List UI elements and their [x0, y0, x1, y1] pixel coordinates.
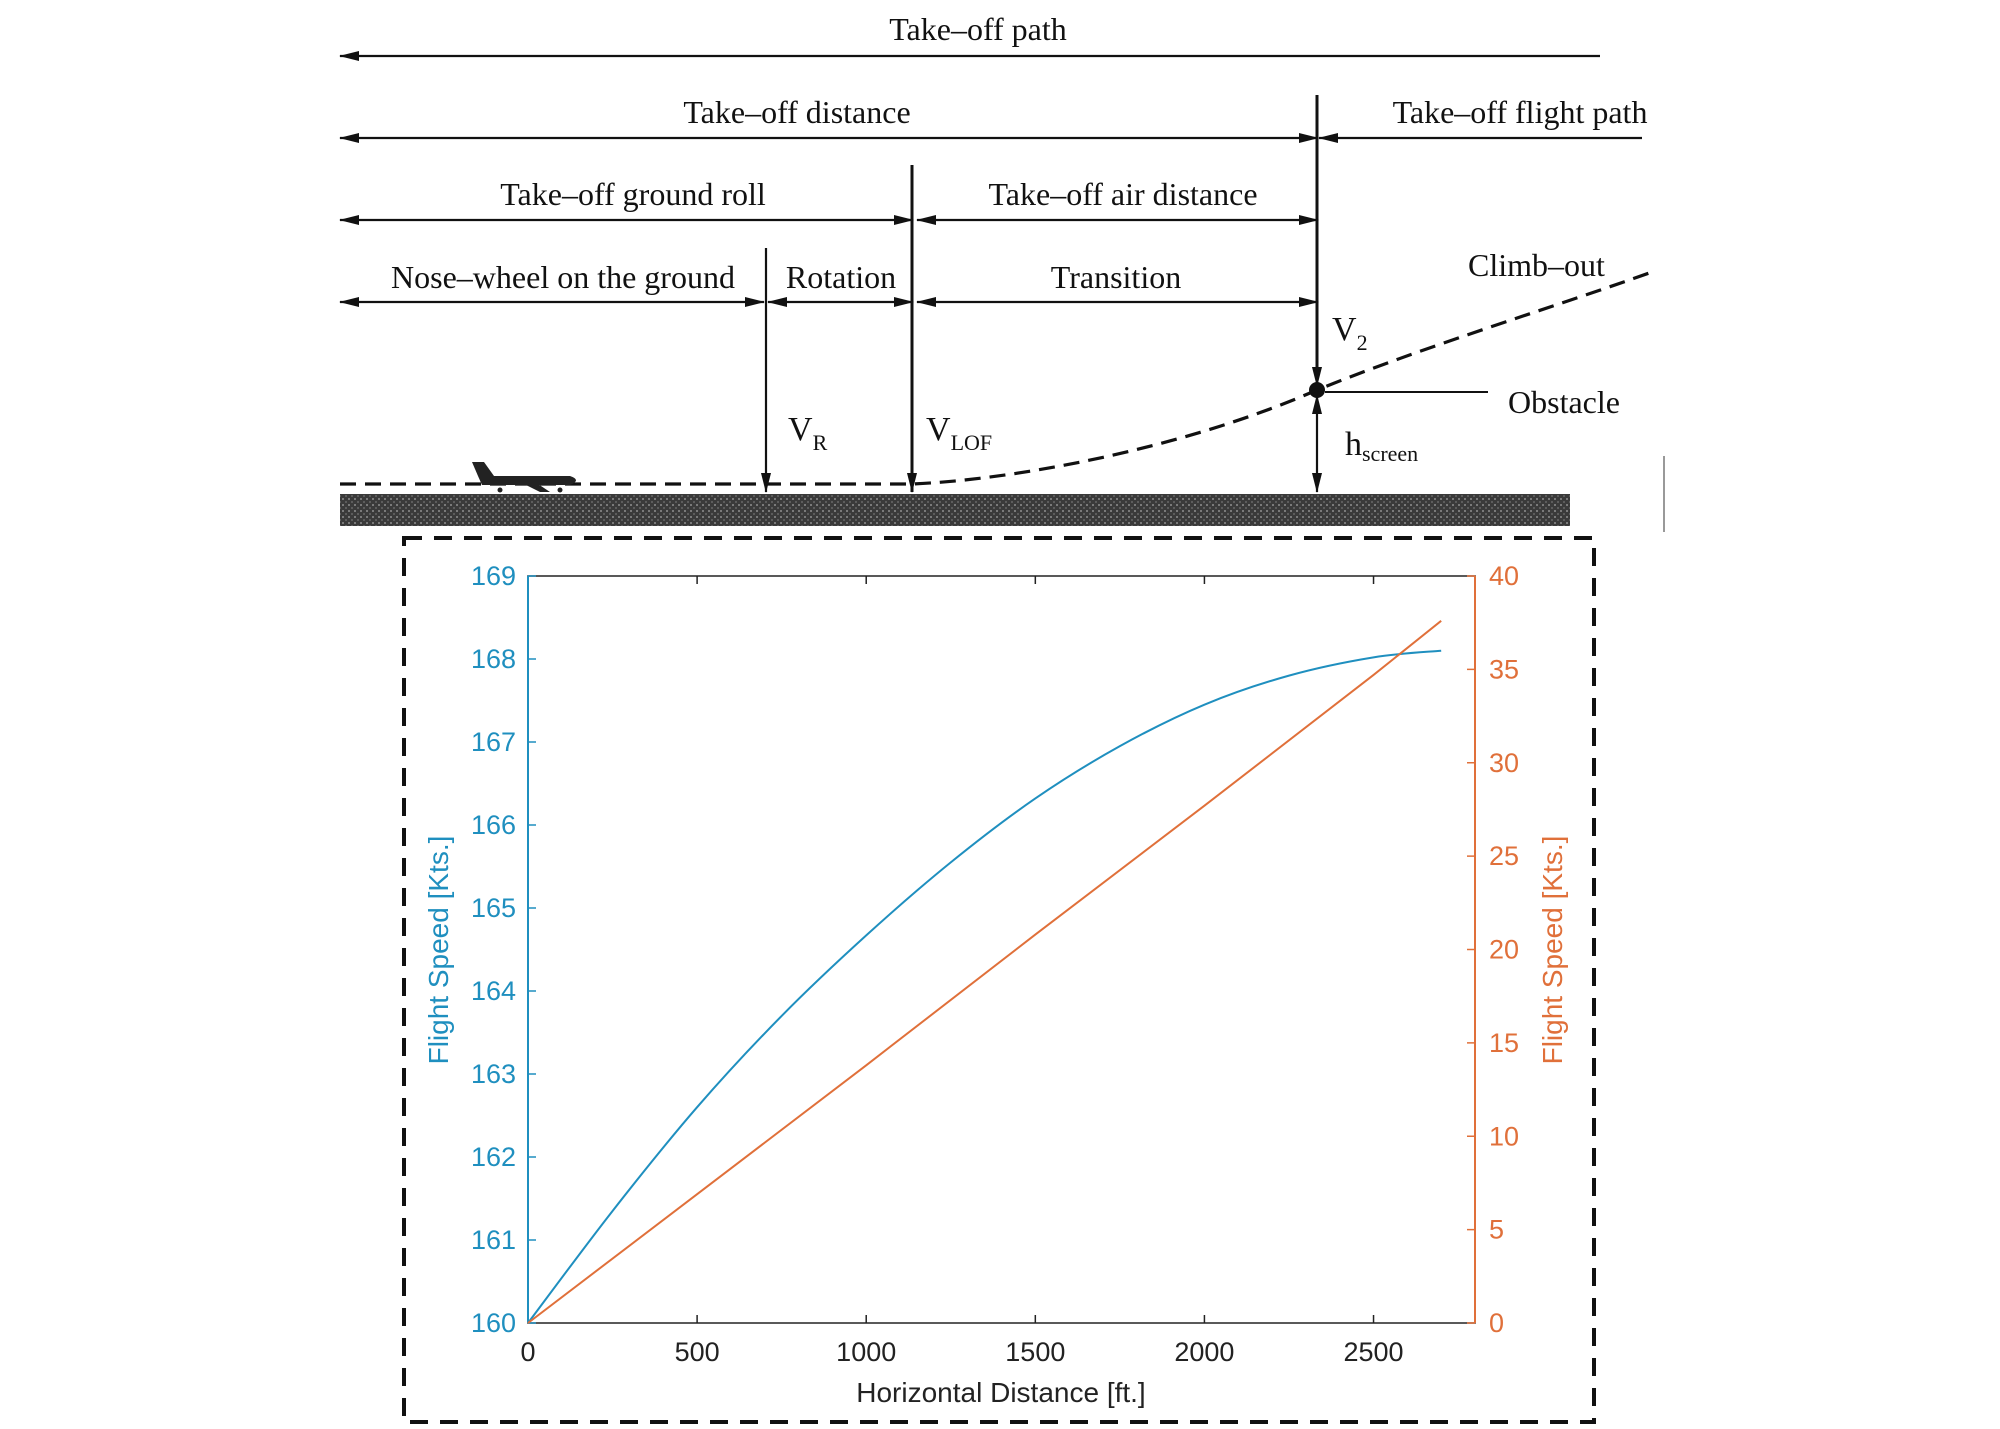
- ground-roll-label: Take–off ground roll: [500, 176, 766, 212]
- x-tick-label: 1000: [836, 1337, 896, 1367]
- nose-wheel-label: Nose–wheel on the ground: [391, 259, 735, 295]
- flight-speed-chart: 0 500 1000 1500 2000 2500 1601611621631641651…: [423, 561, 1568, 1408]
- y-right-tick-label: 10: [1489, 1121, 1519, 1151]
- x-axis-label: Horizontal Distance [ft.]: [856, 1377, 1145, 1408]
- y-axis-left: 160 161 162 163 164 165 166 167 168 169: [471, 561, 536, 1338]
- y-left-tick-label: 160: [471, 1308, 516, 1338]
- y-right-tick-label: 20: [1489, 935, 1519, 965]
- y-left-tick-label: 163: [471, 1059, 516, 1089]
- climb-out-label: Climb–out: [1468, 247, 1605, 283]
- takeoff-schematic: Take–off path Take–off distance Take–off…: [339, 11, 1665, 532]
- y-left-tick-label: 165: [471, 893, 516, 923]
- y-axis-right-label: Flight Speed [Kts.]: [1537, 836, 1568, 1065]
- y-right-tick-label: 0: [1489, 1308, 1504, 1338]
- chart-dashed-frame: [402, 536, 1596, 1424]
- x-tick-label: 2000: [1174, 1337, 1234, 1367]
- v2-label: V2: [1332, 311, 1368, 355]
- takeoff-flight-path-label: Take–off flight path: [1393, 94, 1648, 130]
- takeoff-distance-label: Take–off distance: [683, 94, 910, 130]
- y-left-tick-label: 161: [471, 1225, 516, 1255]
- air-distance-label: Take–off air distance: [988, 176, 1257, 212]
- y-left-tick-label: 162: [471, 1142, 516, 1172]
- series-line-left: [527, 649, 1442, 1324]
- y-right-tick-label: 35: [1489, 654, 1519, 684]
- obstacle-label: Obstacle: [1508, 384, 1620, 420]
- y-right-tick-label: 15: [1489, 1028, 1519, 1058]
- y-axis-left-label: Flight Speed [Kts.]: [423, 836, 454, 1065]
- series-line-right: [527, 620, 1442, 1324]
- vlof-label: VLOF: [926, 411, 992, 455]
- plot-area: [527, 575, 1476, 1324]
- x-tick-label: 2500: [1343, 1337, 1403, 1367]
- series-layer: [527, 620, 1442, 1324]
- flight-path-dashed: [340, 270, 1653, 486]
- vr-label: VR: [788, 411, 828, 455]
- x-tick-label: 1500: [1005, 1337, 1065, 1367]
- runway-ground: [340, 494, 1570, 526]
- x-tick-label: 0: [520, 1337, 535, 1367]
- y-right-tick-label: 30: [1489, 748, 1519, 778]
- hscreen-label: hscreen: [1345, 426, 1418, 466]
- takeoff-path-label: Take–off path: [889, 11, 1067, 47]
- y-left-tick-label: 169: [471, 561, 516, 591]
- y-left-tick-label: 168: [471, 644, 516, 674]
- x-axis: 0 500 1000 1500 2000 2500: [520, 576, 1404, 1367]
- y-axis-right: 0 5 10 15 20 25 30 35 40: [1467, 561, 1519, 1338]
- y-left-tick-label: 164: [471, 976, 516, 1006]
- x-tick-label: 500: [675, 1337, 720, 1367]
- y-left-tick-label: 167: [471, 727, 516, 757]
- y-right-tick-label: 40: [1489, 561, 1519, 591]
- rotation-label: Rotation: [786, 259, 896, 295]
- airplane-icon: [472, 462, 576, 493]
- y-left-tick-label: 166: [471, 810, 516, 840]
- y-right-tick-label: 5: [1489, 1215, 1504, 1245]
- y-right-tick-label: 25: [1489, 841, 1519, 871]
- transition-label: Transition: [1051, 259, 1181, 295]
